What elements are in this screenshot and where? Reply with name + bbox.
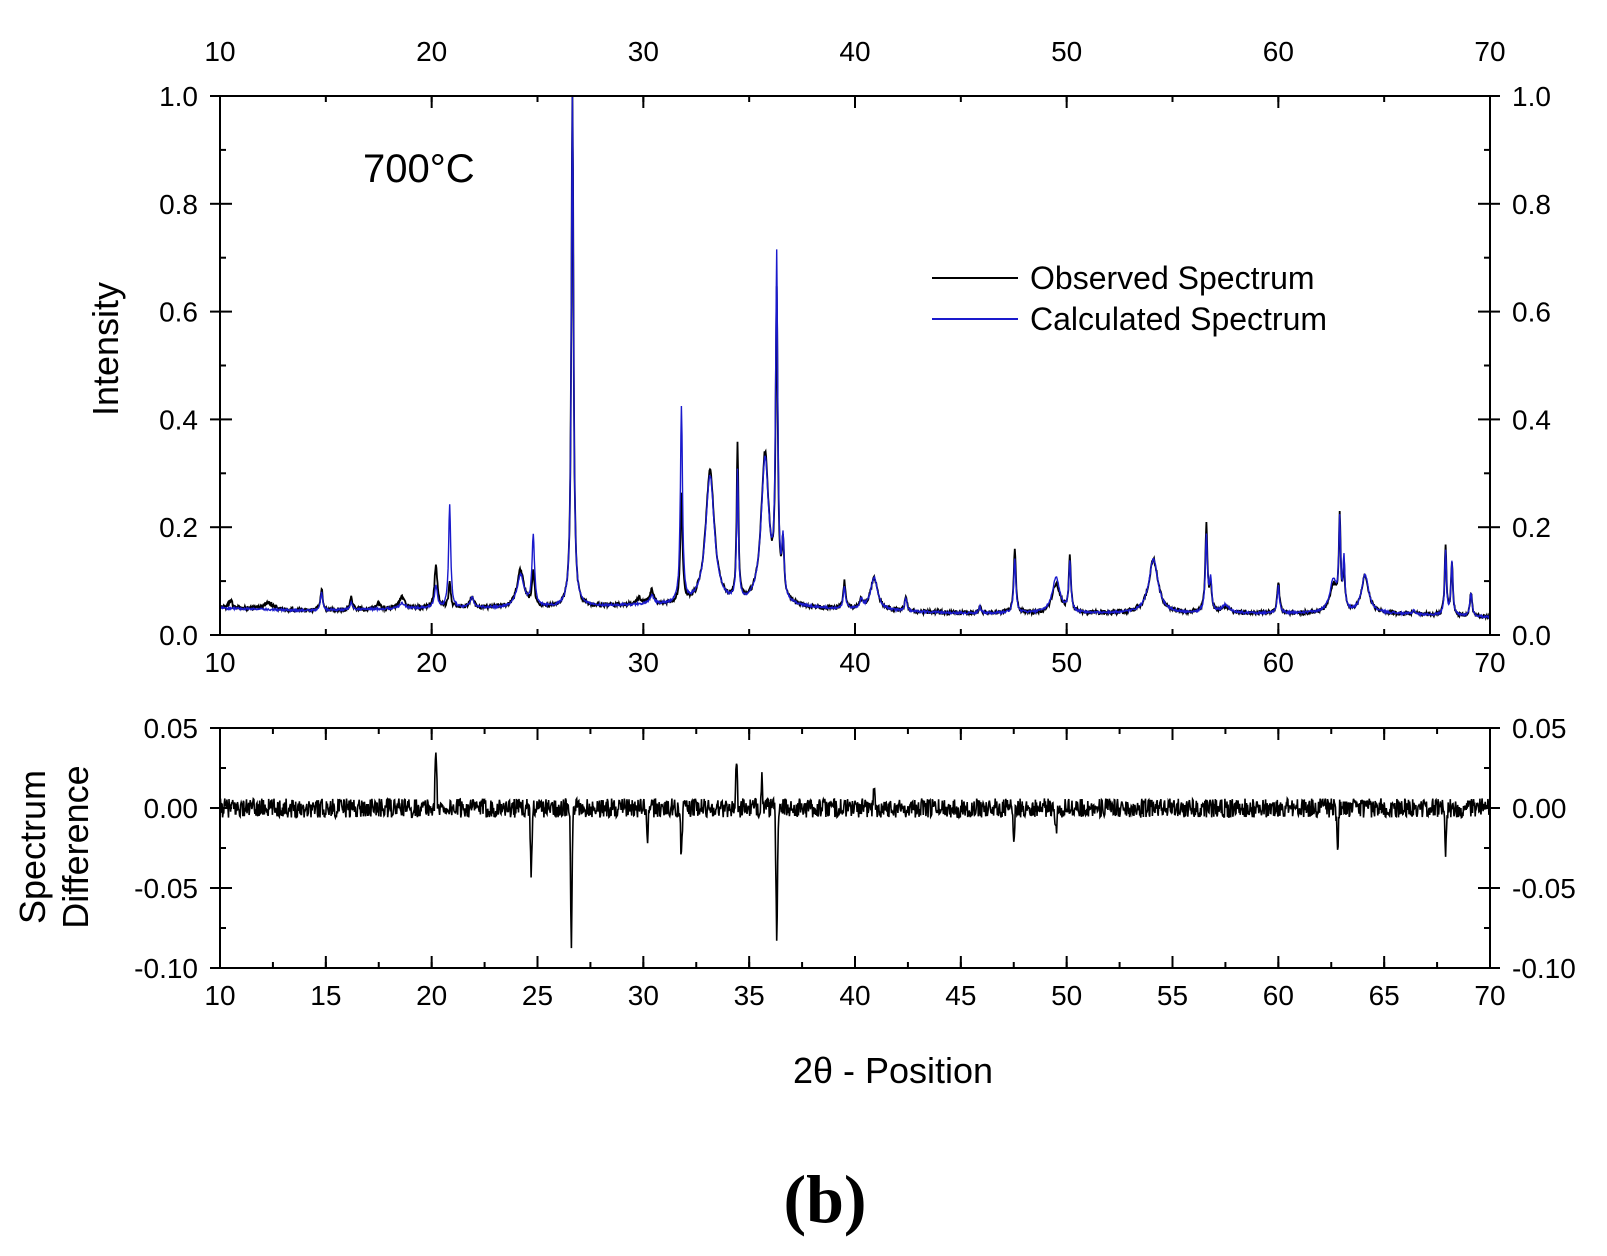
bottom-x-tick-label: 30 xyxy=(628,980,659,1011)
panel-label: (b) xyxy=(783,1161,866,1237)
bottom-x-tick-label: 10 xyxy=(204,980,235,1011)
series-line-difference xyxy=(219,752,1491,949)
top-y-axis-title: Intensity xyxy=(85,282,126,416)
bottom-series-group xyxy=(219,752,1491,949)
top-y-tick-label-left: 0.2 xyxy=(159,512,198,543)
bottom-y-tick-label-left: -0.05 xyxy=(134,873,198,904)
bottom-x-tick-label: 55 xyxy=(1157,980,1188,1011)
bottom-x-tick-label: 15 xyxy=(310,980,341,1011)
legend-label-calculated: Calculated Spectrum xyxy=(1030,301,1327,337)
bottom-x-tick-label: 35 xyxy=(734,980,765,1011)
bottom-x-tick-label: 70 xyxy=(1474,980,1505,1011)
top-x-top-tick-label: 40 xyxy=(839,36,870,67)
top-x-tick-label: 60 xyxy=(1263,647,1294,678)
top-x-top-tick-label: 20 xyxy=(416,36,447,67)
top-x-top-tick-label: 70 xyxy=(1474,36,1505,67)
bottom-x-tick-label: 45 xyxy=(945,980,976,1011)
top-x-top-tick-label: 10 xyxy=(204,36,235,67)
series-line-calculated xyxy=(219,95,1491,620)
top-x-tick-label: 30 xyxy=(628,647,659,678)
top-y-tick-label-right: 1.0 xyxy=(1512,81,1551,112)
top-y-tick-label-right: 0.0 xyxy=(1512,620,1551,651)
legend: Observed Spectrum Calculated Spectrum xyxy=(932,260,1327,337)
top-y-tick-label-right: 0.4 xyxy=(1512,404,1551,435)
bottom-x-tick-label: 50 xyxy=(1051,980,1082,1011)
bottom-x-tick-label: 40 xyxy=(839,980,870,1011)
top-y-tick-label-right: 0.6 xyxy=(1512,297,1551,328)
bottom-y-tick-label-right: -0.10 xyxy=(1512,953,1576,984)
top-y-tick-label-left: 0.6 xyxy=(159,297,198,328)
temperature-annotation: 700°C xyxy=(363,147,475,191)
top-series-group xyxy=(219,95,1491,621)
x-axis-title: 2θ - Position xyxy=(793,1050,993,1091)
top-x-top-tick-label: 30 xyxy=(628,36,659,67)
bottom-y-tick-label-right: -0.05 xyxy=(1512,873,1576,904)
top-y-tick-label-left: 0.0 xyxy=(159,620,198,651)
bottom-y-tick-label-right: 0.05 xyxy=(1512,713,1567,744)
bottom-x-tick-label: 20 xyxy=(416,980,447,1011)
bottom-plot-frame xyxy=(219,727,1491,969)
top-x-tick-label: 10 xyxy=(204,647,235,678)
top-y-tick-label-right: 0.2 xyxy=(1512,512,1551,543)
top-x-top-tick-label: 60 xyxy=(1263,36,1294,67)
legend-label-observed: Observed Spectrum xyxy=(1030,260,1315,296)
top-y-tick-label-right: 0.8 xyxy=(1512,189,1551,220)
bottom-x-tick-label: 65 xyxy=(1369,980,1400,1011)
top-x-tick-label: 20 xyxy=(416,647,447,678)
top-x-tick-label: 50 xyxy=(1051,647,1082,678)
bottom-x-tick-label: 25 xyxy=(522,980,553,1011)
top-y-tick-label-left: 1.0 xyxy=(159,81,198,112)
top-y-tick-label-left: 0.8 xyxy=(159,189,198,220)
top-y-tick-label-left: 0.4 xyxy=(159,404,198,435)
bottom-ticks: 10 15 20 25 30 35 40 45 50 55 60 65 70-0.10 -0.10-0.0… xyxy=(134,713,1576,1011)
bottom-y-tick-label-left: 0.00 xyxy=(144,793,199,824)
bottom-y-tick-label-right: 0.00 xyxy=(1512,793,1567,824)
top-x-top-tick-label: 50 xyxy=(1051,36,1082,67)
bottom-x-tick-label: 60 xyxy=(1263,980,1294,1011)
bottom-y-axis-title-line1: Spectrum xyxy=(12,770,53,924)
top-x-tick-label: 70 xyxy=(1474,647,1505,678)
top-x-tick-label: 40 xyxy=(839,647,870,678)
bottom-y-tick-label-left: -0.10 xyxy=(134,953,198,984)
bottom-y-axis-title-line2: Difference xyxy=(55,765,96,928)
bottom-panel: 10 15 20 25 30 35 40 45 50 55 60 65 70-0.10 -0.10-0.0… xyxy=(12,713,1576,1091)
bottom-y-tick-label-left: 0.05 xyxy=(144,713,199,744)
